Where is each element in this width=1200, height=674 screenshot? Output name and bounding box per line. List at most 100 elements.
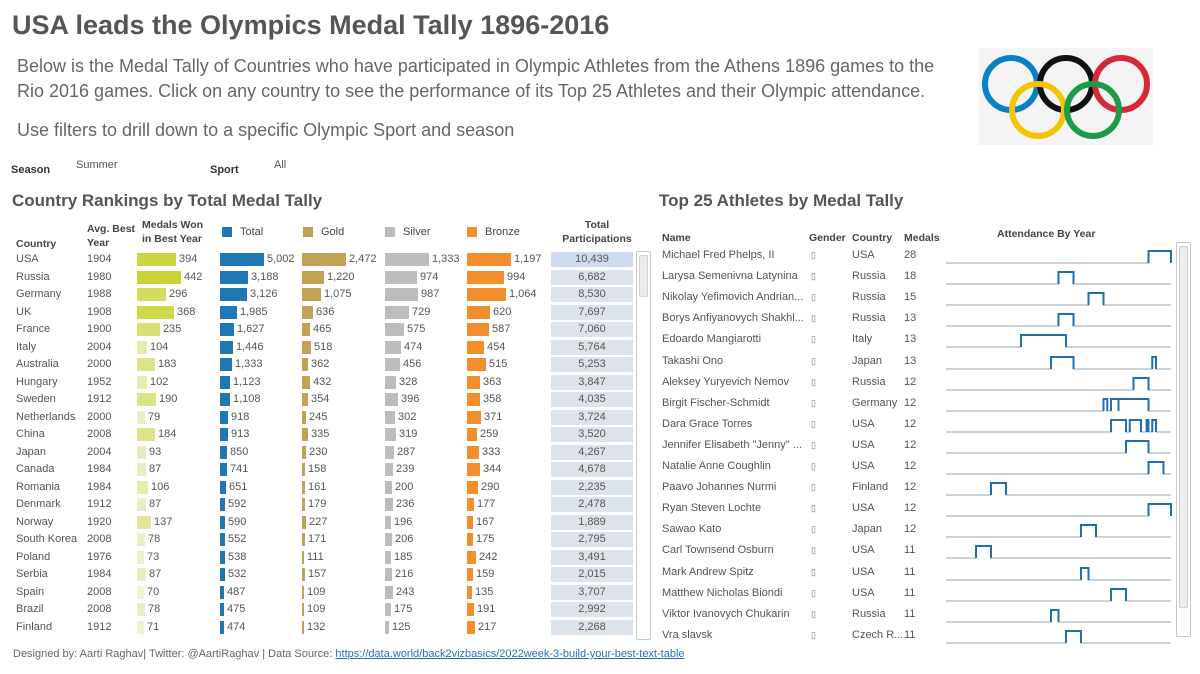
- athlete-row[interactable]: Dara Grace Torres ▯ USA 12: [656, 416, 1174, 437]
- athletes-table-scrollbar[interactable]: [1176, 242, 1191, 637]
- gold-medal-bar: [302, 585, 304, 599]
- country-row[interactable]: Poland 1976 73 538 111 185 242 3,491: [0, 549, 650, 568]
- bronze-medal-bar: [467, 463, 480, 476]
- attendance-line: [946, 566, 1171, 581]
- country-row[interactable]: Spain 2008 70 487 109 243 135 3,707: [0, 584, 650, 603]
- athlete-gender-icon: ▯: [811, 376, 816, 387]
- athlete-country: USA: [852, 502, 875, 515]
- bronze-medal-bar: [467, 270, 504, 284]
- athlete-row[interactable]: Carl Townsend Osburn ▯ USA 11: [656, 542, 1174, 563]
- total-participations: 10,439: [551, 252, 633, 267]
- athlete-row[interactable]: Ryan Steven Lochte ▯ USA 12: [656, 500, 1174, 521]
- gold-medal-label: 171: [308, 533, 327, 545]
- country-row[interactable]: USA 1904 394 5,002 2,472 1,333 1,197 10,439: [0, 252, 650, 270]
- avg-best-year: 1988: [87, 288, 112, 300]
- country-row[interactable]: Finland 1912 71 474 132 125 217 2,268: [0, 619, 650, 638]
- col-header-best-year-line2: Year: [87, 237, 110, 249]
- gold-medal-bar: [302, 323, 310, 336]
- gold-medal-label: 362: [311, 358, 330, 370]
- athlete-row[interactable]: Michael Fred Phelps, II ▯ USA 28: [656, 247, 1174, 268]
- athlete-row[interactable]: Edoardo Mangiarotti ▯ Italy 13: [656, 331, 1174, 352]
- country-row[interactable]: Hungary 1952 102 1,123 432 328 363 3,847: [0, 374, 650, 393]
- total-medal-bar: [220, 253, 264, 266]
- athlete-row[interactable]: Paavo Johannes Nurmi ▯ Finland 12: [656, 479, 1174, 500]
- bronze-medal-label: 333: [482, 445, 501, 458]
- bronze-medal-bar: [467, 480, 478, 494]
- athlete-medals: 11: [904, 607, 916, 620]
- season-filter-value[interactable]: Summer: [76, 159, 118, 171]
- athlete-name: Edoardo Mangiarotti: [662, 333, 762, 346]
- country-row[interactable]: Netherlands 2000 79 918 245 302 371 3,724: [0, 409, 650, 428]
- medals-best-year-bar: [137, 603, 145, 616]
- country-name: South Korea: [16, 533, 78, 545]
- attendance-active-segment: [1110, 397, 1120, 411]
- country-row[interactable]: Denmark 1912 87 592 179 236 177 2,478: [0, 497, 650, 515]
- athlete-row[interactable]: Vra slavsk ▯ Czech R... 11: [656, 627, 1174, 648]
- country-table-scrollbar-thumb[interactable]: [639, 255, 648, 297]
- country-row[interactable]: Italy 2004 104 1,446 518 474 454 5,764: [0, 339, 650, 358]
- athlete-medals: 11: [904, 586, 916, 599]
- athlete-row[interactable]: Matthew Nicholas Biondi ▯ USA 11: [656, 585, 1174, 606]
- athlete-name: Michael Fred Phelps, II: [662, 249, 775, 261]
- country-table-scrollbar[interactable]: [636, 251, 651, 640]
- sport-filter-value[interactable]: All: [274, 159, 287, 171]
- country-row[interactable]: UK 1908 368 1,985 636 729 620 7,697: [0, 304, 650, 323]
- country-row[interactable]: Australia 2000 183 1,333 362 456 515 5,253: [0, 357, 650, 375]
- silver-medal-bar: [385, 620, 389, 634]
- silver-medal-bar: [385, 515, 391, 529]
- athlete-row[interactable]: Aleksey Yuryevich Nemov ▯ Russia 12: [656, 374, 1174, 395]
- attendance-active-segment: [1050, 608, 1060, 622]
- total-participations: 3,491: [551, 549, 633, 565]
- total-medal-bar: [220, 550, 225, 564]
- country-row[interactable]: Serbia 1984 87 532 157 216 159 2,015: [0, 567, 650, 585]
- country-row[interactable]: Russia 1980 442 3,188 1,220 974 994 6,682: [0, 269, 650, 288]
- legend-gold-label: Gold: [321, 226, 345, 238]
- athlete-row[interactable]: Larysa Semenivna Latynina ▯ Russia 18: [656, 268, 1174, 289]
- country-row[interactable]: Canada 1984 87 741 158 239 344 4,678: [0, 462, 650, 480]
- gold-medal-bar: [302, 533, 305, 546]
- athlete-row[interactable]: Borys Anfiyanovych Shakhl... ▯ Russia 13: [656, 310, 1174, 331]
- country-row[interactable]: Germany 1988 296 3,126 1,075 987 1,064 8,530: [0, 287, 650, 305]
- country-row[interactable]: China 2008 184 913 335 319 259 3,520: [0, 427, 650, 445]
- country-row[interactable]: France 1900 235 1,627 465 575 587 7,060: [0, 322, 650, 340]
- olympic-rings-icon: [982, 55, 1150, 139]
- top-athletes-title: Top 25 Athletes by Medal Tally: [659, 191, 904, 210]
- total-medal-label: 474: [227, 620, 246, 633]
- bronze-medal-label: 1,064: [509, 288, 537, 300]
- medals-best-year-label: 79: [148, 410, 161, 423]
- athlete-row[interactable]: Sawao Kato ▯ Japan 12: [656, 521, 1174, 542]
- country-row[interactable]: South Korea 2008 78 552 171 206 175 2,795: [0, 532, 650, 550]
- silver-medal-label: 456: [403, 358, 422, 370]
- attendance-line: [946, 250, 1172, 264]
- attendance-active-segment: [990, 482, 1007, 496]
- athlete-row[interactable]: Viktor Ivanovych Chukarin ▯ Russia 11: [656, 606, 1174, 627]
- country-row[interactable]: Norway 1920 137 590 227 196 167 1,889: [0, 514, 650, 533]
- data-source-link[interactable]: https://data.world/back2vizbasics/2022we…: [335, 648, 685, 660]
- attendance-active-segment: [1125, 439, 1150, 453]
- bronze-medal-label: 242: [479, 550, 498, 563]
- avg-best-year: 1984: [87, 568, 112, 580]
- athlete-row[interactable]: Birgit Fischer-Schmidt ▯ Germany 12: [656, 395, 1174, 416]
- athlete-row[interactable]: Mark Andrew Spitz ▯ USA 11: [656, 564, 1174, 585]
- athlete-row[interactable]: Nikolay Yefimovich Andrian... ▯ Russia 15: [656, 289, 1174, 310]
- country-row[interactable]: Sweden 1912 190 1,108 354 396 358 4,035: [0, 392, 650, 410]
- athlete-row[interactable]: Natalie Anne Coughlin ▯ USA 12: [656, 458, 1174, 479]
- total-medal-bar: [220, 445, 227, 459]
- legend-bronze: Bronze: [467, 225, 520, 239]
- silver-medal-label: 287: [397, 445, 416, 458]
- medals-best-year-bar: [137, 270, 181, 284]
- avg-best-year: 2008: [87, 585, 112, 598]
- medals-best-year-label: 93: [149, 445, 162, 458]
- athlete-row[interactable]: Takashi Ono ▯ Japan 13: [656, 353, 1174, 374]
- country-row[interactable]: Japan 2004 93 850 230 287 333 4,267: [0, 444, 650, 463]
- medals-best-year-label: 87: [149, 498, 162, 510]
- total-medal-label: 1,446: [236, 340, 264, 353]
- country-name: Poland: [16, 550, 51, 563]
- bronze-medal-bar: [467, 253, 511, 266]
- country-row[interactable]: Romania 1984 106 651 161 200 290 2,235: [0, 479, 650, 498]
- attendance-active-segment: [1145, 418, 1150, 432]
- athlete-row[interactable]: Jennifer Elisabeth "Jenny" ... ▯ USA 12: [656, 437, 1174, 458]
- athletes-table-scrollbar-thumb[interactable]: [1179, 246, 1188, 608]
- total-medal-bar: [220, 305, 237, 319]
- country-row[interactable]: Brazil 2008 78 475 109 175 191 2,992: [0, 602, 650, 620]
